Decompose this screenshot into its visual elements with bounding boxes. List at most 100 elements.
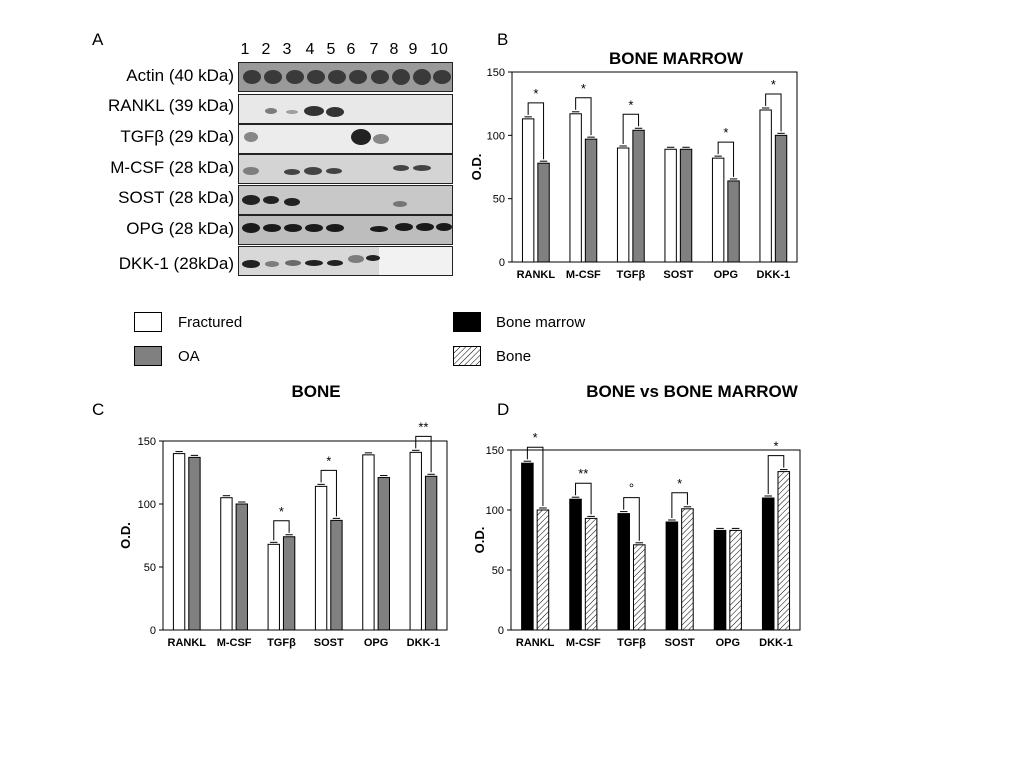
blot-image-actin xyxy=(238,62,453,92)
significance-bracket xyxy=(527,102,545,160)
plot-frame xyxy=(510,449,801,631)
bar-second-series xyxy=(235,503,248,631)
y-tick-label: 150 xyxy=(486,445,504,457)
significance-bracket xyxy=(767,455,785,494)
significance-bracket xyxy=(526,446,544,506)
bar-first-series xyxy=(759,109,772,263)
bar-second-series xyxy=(188,456,201,631)
lane-number: 8 xyxy=(389,41,399,58)
panel-b-letter: B xyxy=(497,30,509,49)
x-category-label: RANKL xyxy=(168,637,207,649)
legend-label-bone: Bone xyxy=(496,348,532,365)
bar-first-series xyxy=(711,157,725,263)
y-tick-label: 100 xyxy=(486,505,504,517)
chart-title: BONE vs BONE MARROW xyxy=(586,382,799,401)
y-axis-label: O.D. xyxy=(469,154,484,181)
legend-swatch-oa xyxy=(134,346,162,366)
lane-number: 3 xyxy=(282,41,292,58)
y-tick-label: 0 xyxy=(499,257,505,269)
x-category-label: M-CSF xyxy=(217,637,252,649)
bar-first-series xyxy=(617,513,630,631)
blot-image-dkk1 xyxy=(238,246,453,276)
significance-marker: * xyxy=(326,453,331,468)
bar-second-series xyxy=(424,475,438,631)
panel-c-letter: C xyxy=(92,400,105,419)
bar-first-series xyxy=(569,113,582,263)
significance-marker: * xyxy=(279,504,284,519)
legend-label-fractured: Fractured xyxy=(178,314,243,331)
x-category-label: SOST xyxy=(663,269,693,281)
significance-marker: * xyxy=(723,125,728,140)
bar-first-series xyxy=(409,451,422,631)
y-tick-label: 50 xyxy=(144,562,156,574)
blot-label-actin: Actin (40 kDa) xyxy=(126,66,234,85)
y-tick-label: 150 xyxy=(138,436,156,448)
blot-label-mcsf: M-CSF (28 kDa) xyxy=(110,158,234,177)
bar-first-series xyxy=(362,454,375,631)
lane-number: 5 xyxy=(326,41,336,58)
bar-first-series xyxy=(267,543,280,631)
blot-image-rankl xyxy=(238,94,453,124)
bar-second-series xyxy=(536,509,550,631)
legend-label-oa: OA xyxy=(178,348,200,365)
significance-bracket xyxy=(575,97,592,136)
blot-label-tgfb: TGFβ (29 kDa) xyxy=(120,127,234,146)
bar-second-series xyxy=(584,517,598,631)
y-axis-label: O.D. xyxy=(118,522,133,549)
x-category-label: M-CSF xyxy=(566,637,601,649)
y-tick-label: 0 xyxy=(498,625,504,637)
bar-second-series xyxy=(330,519,343,631)
x-category-label: TGFβ xyxy=(617,637,646,649)
panel-d-letter: D xyxy=(497,400,510,419)
x-category-label: OPG xyxy=(714,269,738,281)
bar-first-series xyxy=(220,497,233,631)
x-category-label: TGFβ xyxy=(267,637,296,649)
bar-first-series xyxy=(569,498,582,631)
significance-marker: ** xyxy=(418,419,428,434)
significance-bracket xyxy=(671,492,688,518)
bar-first-series xyxy=(521,462,534,631)
significance-marker: * xyxy=(773,439,778,454)
lane-number-row: 1 2 3 4 5 6 7 8 9 10 xyxy=(239,41,459,61)
bar-first-series xyxy=(314,485,328,631)
blot-label-rankl: RANKL (39 kDa) xyxy=(108,96,234,115)
significance-marker: * xyxy=(533,86,538,101)
blot-label-sost: SOST (28 kDa) xyxy=(118,188,234,207)
y-axis-label: O.D. xyxy=(472,527,487,554)
significance-bracket xyxy=(717,141,735,177)
significance-marker: * xyxy=(581,81,586,96)
y-tick-label: 100 xyxy=(487,130,505,142)
bar-second-series xyxy=(679,148,693,263)
bar-second-series xyxy=(632,544,646,631)
lane-number: 9 xyxy=(408,41,418,58)
y-tick-label: 150 xyxy=(487,67,505,79)
lane-number: 10 xyxy=(430,41,448,58)
blot-image-opg xyxy=(238,215,453,245)
lane-number: 2 xyxy=(261,41,271,58)
panel-a-letter: A xyxy=(92,30,104,49)
blot-image-mcsf xyxy=(238,154,453,184)
y-tick-label: 100 xyxy=(138,499,156,511)
bar-second-series xyxy=(282,536,296,631)
lane-number: 4 xyxy=(305,41,315,58)
significance-bracket xyxy=(765,93,782,132)
bar-second-series xyxy=(377,477,390,631)
chart-title: BONE MARROW xyxy=(609,49,744,68)
y-tick-label: 0 xyxy=(150,625,156,637)
blot-image-tgfb xyxy=(238,124,453,154)
lane-number: 1 xyxy=(240,41,250,58)
bar-first-series xyxy=(761,497,775,631)
bar-second-series xyxy=(774,134,788,263)
significance-marker: * xyxy=(628,97,633,112)
legend-swatch-bone xyxy=(453,346,481,366)
significance-bracket xyxy=(623,497,640,541)
bar-second-series xyxy=(727,180,740,263)
significance-marker: * xyxy=(677,476,682,491)
blot-image-sost xyxy=(238,185,453,215)
bar-first-series xyxy=(664,148,677,263)
bar-second-series xyxy=(537,162,550,263)
significance-bracket xyxy=(575,482,592,515)
significance-bracket xyxy=(622,113,640,144)
x-category-label: DKK-1 xyxy=(759,637,793,649)
